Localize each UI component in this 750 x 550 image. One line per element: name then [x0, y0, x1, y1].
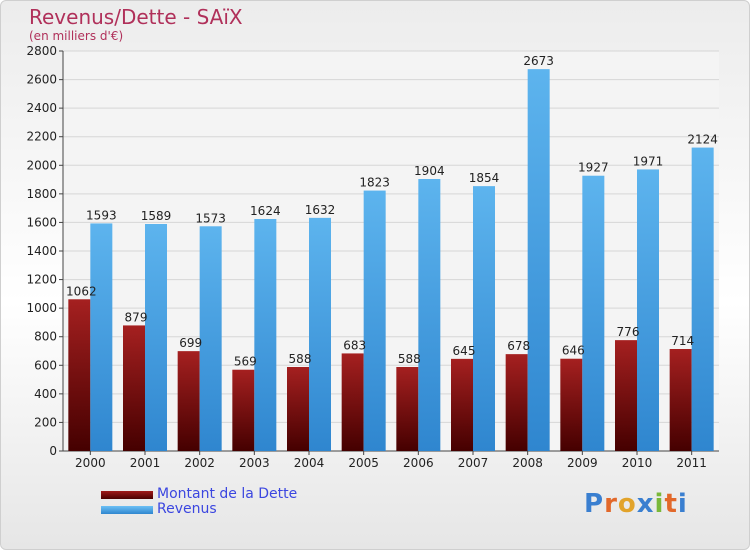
bar-revenus [254, 219, 277, 451]
bar-revenus [582, 175, 605, 451]
x-tick-label: 2002 [184, 456, 215, 470]
chart-title: Revenus/Dette - SAïX [29, 5, 243, 29]
legend-swatch-revenus [101, 506, 153, 514]
bar-dette [505, 354, 528, 451]
data-label-revenus: 1632 [305, 203, 336, 217]
bar-revenus [90, 223, 113, 451]
logo-letter: x [636, 489, 655, 519]
logo-letter: i [654, 489, 665, 519]
proxiti-logo: Proxiti [584, 489, 688, 519]
x-tick-label: 2004 [294, 456, 325, 470]
data-label-dette: 588 [398, 352, 421, 366]
y-tick-label: 2200 [26, 130, 57, 144]
data-label-dette: 678 [507, 339, 530, 353]
bar-revenus [199, 226, 222, 451]
data-label-dette: 699 [179, 336, 202, 350]
data-label-dette: 879 [125, 310, 148, 324]
x-tick-label: 2010 [622, 456, 653, 470]
x-tick-label: 2005 [348, 456, 379, 470]
x-tick-label: 2009 [567, 456, 598, 470]
bar-dette [287, 367, 309, 451]
data-label-dette: 588 [289, 352, 312, 366]
bar-dette [396, 367, 419, 451]
data-label-revenus: 1971 [633, 154, 664, 168]
y-tick-label: 1400 [26, 244, 57, 258]
bar-dette [232, 369, 255, 451]
data-label-revenus: 1573 [195, 211, 226, 225]
y-tick-label: 1000 [26, 301, 57, 315]
x-tick-label: 2000 [75, 456, 106, 470]
data-label-dette: 1062 [66, 284, 97, 298]
data-label-revenus: 1823 [359, 176, 390, 190]
legend-label-dette: Montant de la Dette [157, 486, 298, 502]
x-tick-label: 2007 [458, 456, 489, 470]
bar-revenus [309, 217, 331, 451]
data-label-dette: 569 [234, 355, 257, 369]
bar-revenus [473, 186, 495, 451]
x-tick-label: 2008 [512, 456, 543, 470]
data-label-revenus: 1927 [578, 161, 609, 175]
data-label-dette: 645 [453, 344, 476, 358]
x-tick-label: 2003 [239, 456, 270, 470]
bar-dette [177, 351, 200, 451]
logo-letter: t [664, 489, 678, 519]
bar-revenus [418, 179, 441, 451]
data-label-revenus: 1589 [141, 209, 172, 223]
bar-revenus [145, 224, 167, 451]
logo-letter: o [617, 489, 637, 519]
bar-dette [451, 358, 473, 451]
y-tick-label: 1800 [26, 187, 57, 201]
bar-dette [341, 353, 364, 451]
y-tick-label: 0 [49, 444, 57, 458]
bar-revenus [637, 169, 659, 451]
y-tick-label: 1200 [26, 273, 57, 287]
y-tick-label: 400 [34, 387, 57, 401]
data-label-revenus: 2673 [523, 54, 554, 68]
data-label-dette: 683 [343, 338, 366, 352]
data-label-dette: 714 [671, 334, 694, 348]
chart-subtitle: (en milliers d'€) [29, 29, 124, 43]
bar-dette [615, 340, 637, 451]
y-tick-label: 200 [34, 415, 57, 429]
y-tick-label: 2000 [26, 158, 57, 172]
x-tick-label: 2006 [403, 456, 434, 470]
legend-swatch-dette [101, 491, 153, 499]
y-tick-label: 600 [34, 358, 57, 372]
y-tick-label: 2800 [26, 44, 57, 58]
logo-letter: i [677, 489, 688, 519]
bar-revenus [691, 147, 714, 452]
logo-letter: P [584, 489, 605, 519]
y-tick-label: 2400 [26, 101, 57, 115]
y-tick-label: 2600 [26, 73, 57, 87]
data-label-revenus: 2124 [687, 133, 718, 147]
logo-letter: r [604, 489, 618, 519]
data-label-revenus: 1593 [86, 208, 117, 222]
data-label-revenus: 1854 [469, 171, 500, 185]
bar-dette [669, 349, 692, 451]
data-label-dette: 776 [617, 325, 640, 339]
y-tick-label: 1600 [26, 215, 57, 229]
bar-dette [68, 299, 91, 451]
bar-dette [123, 325, 145, 451]
x-tick-label: 2001 [130, 456, 161, 470]
data-label-revenus: 1904 [414, 164, 445, 178]
bar-revenus [527, 69, 550, 452]
x-tick-label: 2011 [676, 456, 707, 470]
data-label-revenus: 1624 [250, 204, 281, 218]
bar-revenus [363, 190, 386, 452]
y-tick-label: 800 [34, 330, 57, 344]
data-label-dette: 646 [562, 344, 585, 358]
bar-dette [560, 358, 583, 451]
legend-label-revenus: Revenus [157, 501, 217, 517]
